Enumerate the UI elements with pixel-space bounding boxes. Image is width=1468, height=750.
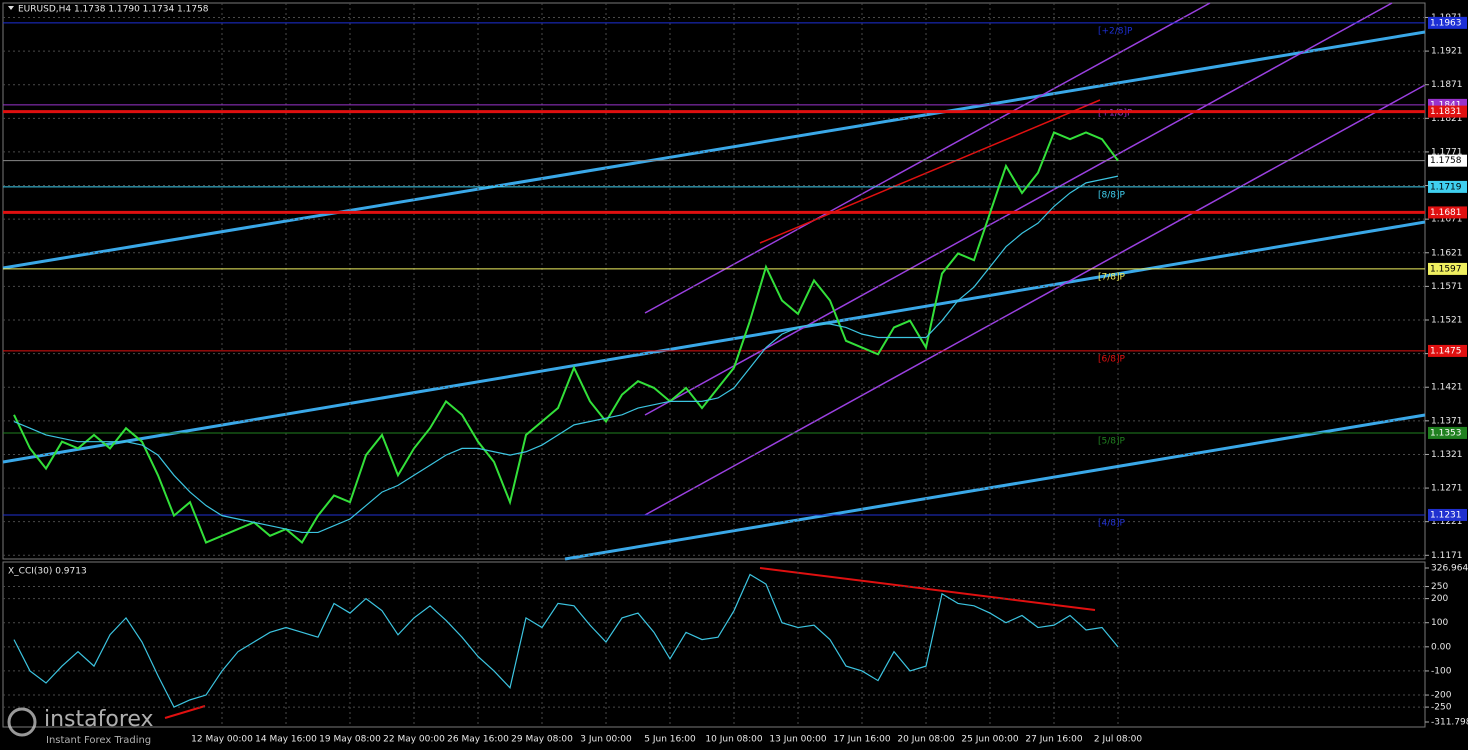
series-line bbox=[13, 573, 1119, 708]
channel-line bbox=[644, 2, 1393, 416]
series-line bbox=[13, 131, 1119, 545]
y-tick-label: 1.1671 bbox=[1431, 215, 1463, 225]
trend-line bbox=[564, 413, 1426, 561]
x-tick-label: 22 May 00:00 bbox=[383, 735, 445, 745]
x-tick-label: 2 Jul 08:00 bbox=[1094, 735, 1143, 745]
level-label: 1.1758 bbox=[1430, 156, 1462, 166]
x-tick-label: 5 Jun 16:00 bbox=[644, 735, 696, 745]
x-tick-label: 17 Jun 16:00 bbox=[833, 735, 890, 745]
x-tick-label: 29 May 08:00 bbox=[511, 735, 573, 745]
series-line bbox=[13, 175, 1119, 534]
menu-arrow bbox=[8, 6, 14, 10]
y-tick-label: 1.1221 bbox=[1431, 517, 1463, 527]
level-box bbox=[1428, 508, 1467, 521]
main-panel bbox=[2, 2, 1426, 560]
level-label: 1.1681 bbox=[1430, 208, 1462, 218]
y-tick-label: -250 bbox=[1431, 703, 1452, 713]
y-tick-label: 326.9647 bbox=[1431, 564, 1468, 574]
level-label: 1.1831 bbox=[1430, 107, 1462, 117]
murrey-label: [8/8]P bbox=[1098, 190, 1126, 200]
level-label: 1.1841 bbox=[1430, 100, 1462, 110]
y-tick-label: 1.1771 bbox=[1431, 147, 1463, 157]
y-tick-label: 100 bbox=[1431, 618, 1448, 628]
y-tick-label: 1.1571 bbox=[1431, 282, 1463, 292]
level-box bbox=[1428, 426, 1467, 439]
x-tick-label: 25 Jun 00:00 bbox=[961, 735, 1018, 745]
divergence-line bbox=[759, 99, 1101, 244]
y-tick-label: 1.1371 bbox=[1431, 416, 1463, 426]
cci-panel bbox=[2, 561, 1426, 728]
logo-icon bbox=[7, 707, 37, 737]
y-tick-label: -100 bbox=[1431, 666, 1452, 676]
x-tick-label: 19 May 08:00 bbox=[319, 735, 381, 745]
level-box bbox=[1428, 206, 1467, 219]
y-tick-label: 1.1921 bbox=[1431, 47, 1463, 57]
channel-line bbox=[644, 2, 1211, 314]
brand: instaforex bbox=[44, 707, 154, 732]
y-tick-label: 1.1421 bbox=[1431, 383, 1463, 393]
level-box bbox=[1428, 262, 1467, 275]
x-tick-label: 12 May 00:00 bbox=[191, 735, 253, 745]
channel-line bbox=[644, 84, 1426, 516]
level-box bbox=[1428, 180, 1467, 193]
murrey-label: [+1/8]P bbox=[1098, 108, 1133, 118]
divergence-line bbox=[164, 705, 206, 719]
x-tick-label: 3 Jun 00:00 bbox=[580, 735, 632, 745]
trend-line bbox=[2, 30, 1426, 270]
y-tick-label: 0.00 bbox=[1431, 642, 1451, 652]
chart-title: EURUSD,H4 1.1738 1.1790 1.1734 1.1758 bbox=[18, 5, 209, 15]
divergence-line bbox=[759, 567, 1096, 611]
y-tick-label: -311.798 bbox=[1431, 718, 1468, 728]
level-label: 1.1231 bbox=[1430, 510, 1462, 520]
trend-lines bbox=[2, 2, 1426, 719]
level-box bbox=[1428, 16, 1467, 29]
x-tick-label: 26 May 16:00 bbox=[447, 735, 509, 745]
level-label: 1.1719 bbox=[1430, 182, 1462, 192]
x-tick-label: 14 May 16:00 bbox=[255, 735, 317, 745]
murrey-label: [4/8]P bbox=[1098, 518, 1126, 528]
level-label: 1.1963 bbox=[1430, 18, 1462, 28]
y-tick-label: 1.1871 bbox=[1431, 80, 1463, 90]
murrey-label: [7/8]P bbox=[1098, 272, 1126, 282]
level-label: 1.1353 bbox=[1430, 428, 1462, 438]
murrey-label: [+2/8]P bbox=[1098, 26, 1133, 36]
tagline: Instant Forex Trading bbox=[46, 735, 151, 746]
indicator-title: X_CCI(30) 0.9713 bbox=[8, 567, 87, 577]
watermark: instaforex Instant Forex Trading bbox=[7, 707, 154, 746]
level-box bbox=[1428, 344, 1467, 357]
y-tick-label: 250 bbox=[1431, 582, 1448, 592]
level-label: 1.1475 bbox=[1430, 346, 1462, 356]
trend-line bbox=[2, 220, 1426, 464]
y-tick-label: 1.1521 bbox=[1431, 316, 1463, 326]
murrey-label: [6/8]P bbox=[1098, 354, 1126, 364]
y-tick-label: 1.1821 bbox=[1431, 114, 1463, 124]
y-tick-label: 1.1171 bbox=[1431, 551, 1463, 561]
level-box bbox=[1428, 154, 1467, 167]
y-tick-label: 200 bbox=[1431, 594, 1448, 604]
x-tick-label: 10 Jun 08:00 bbox=[705, 735, 762, 745]
x-tick-label: 20 Jun 08:00 bbox=[897, 735, 954, 745]
level-box bbox=[1428, 105, 1467, 118]
x-tick-label: 13 Jun 00:00 bbox=[769, 735, 826, 745]
level-label: 1.1597 bbox=[1430, 264, 1462, 274]
x-tick-label: 27 Jun 16:00 bbox=[1025, 735, 1082, 745]
murrey-label: [5/8]P bbox=[1098, 436, 1126, 446]
y-tick-label: 1.1271 bbox=[1431, 484, 1463, 494]
y-tick-label: 1.1321 bbox=[1431, 450, 1463, 460]
y-tick-label: 1.1621 bbox=[1431, 248, 1463, 258]
y-tick-label: -200 bbox=[1431, 691, 1452, 701]
